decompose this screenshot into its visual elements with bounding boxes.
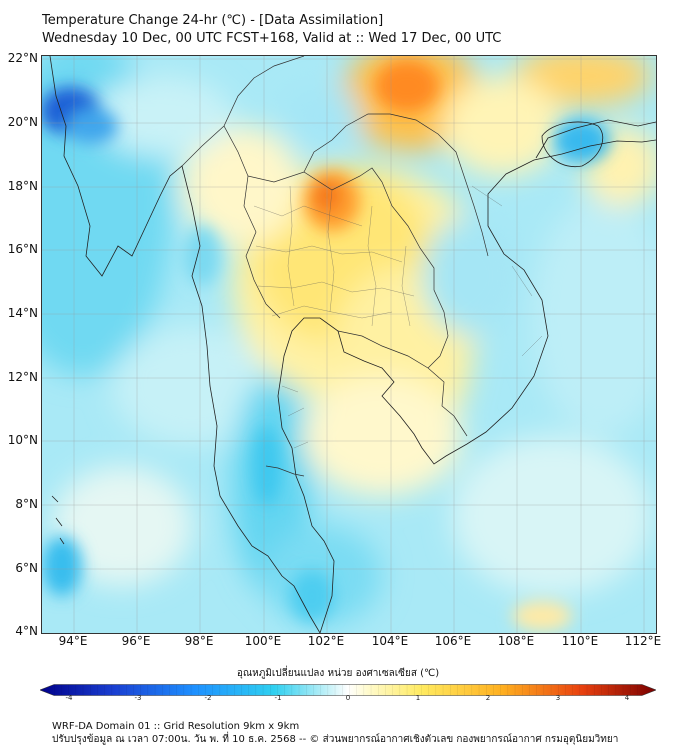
footer-credits: ปรับปรุงข้อมูล ณ เวลา 07:00น. วัน พ. ที่… (52, 734, 619, 745)
colorbar-tick-m1: -1 (274, 694, 282, 702)
lon-tick-96: 96°E (121, 634, 151, 648)
colorbar-tick-m4: -4 (65, 694, 73, 702)
lon-tick-102: 102°E (307, 634, 345, 648)
colorbar-tick-2: 2 (485, 694, 491, 702)
coastlines (49, 56, 656, 633)
colorbar-tick-0: 0 (345, 694, 351, 702)
colorbar-tick-1: 1 (415, 694, 421, 702)
country-borders (181, 56, 489, 477)
lon-tick-108: 108°E (497, 634, 535, 648)
lon-tick-106: 106°E (434, 634, 472, 648)
lat-tick-4: 4°N (15, 624, 38, 638)
lat-tick-10: 10°N (7, 433, 38, 447)
lon-tick-100: 100°E (244, 634, 282, 648)
lat-tick-12: 12°N (7, 370, 38, 384)
lat-tick-8: 8°N (15, 497, 38, 511)
lat-tick-14: 14°N (7, 306, 38, 320)
colorbar (39, 681, 657, 696)
colorbar-label: อุณหภูมิเปลี่ยนแปลง หน่วย องศาเซลเซียส (… (236, 668, 440, 679)
lon-tick-94: 94°E (58, 634, 88, 648)
title-line-1: Temperature Change 24-hr (℃) - [Data Ass… (42, 13, 384, 28)
colorbar-tick-3: 3 (555, 694, 561, 702)
map-title: Temperature Change 24-hr (℃) - [Data Ass… (42, 12, 501, 48)
graticule (42, 56, 656, 633)
colorbar-tick-m2: -2 (204, 694, 212, 702)
province-boundaries (253, 185, 543, 449)
map-canvas (42, 56, 656, 633)
title-line-2: Wednesday 10 Dec, 00 UTC FCST+168, Valid… (42, 31, 502, 46)
lat-tick-18: 18°N (7, 179, 38, 193)
lon-tick-104: 104°E (371, 634, 409, 648)
temperature-map[interactable] (41, 55, 657, 634)
lat-tick-6: 6°N (15, 561, 38, 575)
lat-tick-22: 22°N (7, 51, 38, 65)
colorbar-tick-m3: -3 (134, 694, 142, 702)
lon-tick-112: 112°E (624, 634, 662, 648)
temperature-field (42, 56, 656, 626)
footer-model-info: WRF-DA Domain 01 :: Grid Resolution 9km … (52, 721, 300, 732)
lon-tick-98: 98°E (184, 634, 214, 648)
colorbar-tick-4: 4 (624, 694, 630, 702)
lat-tick-16: 16°N (7, 242, 38, 256)
lon-tick-110: 110°E (561, 634, 599, 648)
lat-tick-20: 20°N (7, 115, 38, 129)
